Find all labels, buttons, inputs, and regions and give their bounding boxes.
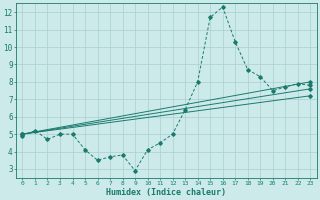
X-axis label: Humidex (Indice chaleur): Humidex (Indice chaleur) <box>106 188 226 197</box>
